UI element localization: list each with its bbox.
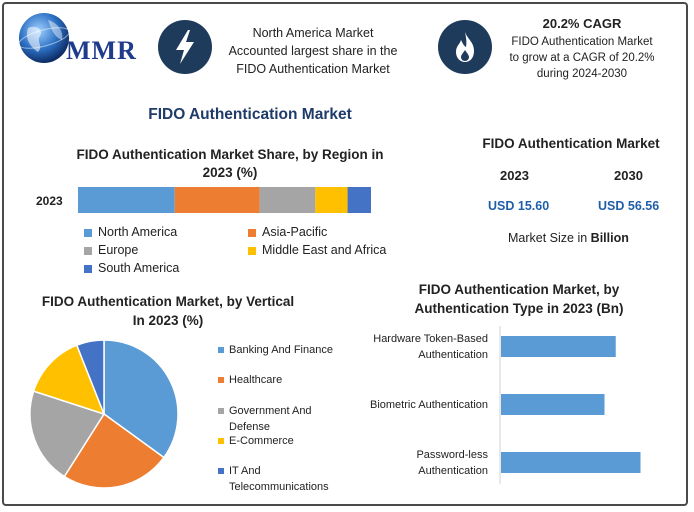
legend-swatch [248, 228, 256, 237]
vertical-chart-title: FIDO Authentication Market, by Vertical … [41, 294, 295, 328]
legend-label: North America [98, 225, 178, 239]
legend-label: South America [98, 261, 180, 275]
market-size-year-2030: 2030 [614, 168, 643, 183]
auth-bar-password-less-authentication [501, 452, 641, 473]
legend-swatch [218, 468, 224, 474]
globe-logo-icon [18, 13, 70, 63]
lightning-icon [158, 20, 212, 74]
pie-slice-healthcare [63, 412, 165, 489]
market-size-title: FIDO Authentication Market [482, 136, 660, 151]
main-title: FIDO Authentication Market [148, 106, 352, 123]
region-bar-segment-south-america [347, 187, 371, 213]
auth-bar-hardware-token-based-authentication [501, 336, 616, 357]
legend-swatch [84, 264, 92, 273]
pie-slice-banking-and-finance [103, 339, 179, 459]
region-chart-title: FIDO Authentication Market Share, by Reg… [76, 147, 384, 180]
legend-swatch [218, 347, 224, 353]
pie-slice-it-and-telecommunications [75, 339, 105, 415]
region-legend-item-middle-east-and-africa: Middle East and Africa [248, 243, 386, 257]
region-legend-item-north-america: North America [84, 225, 177, 239]
legend-label: Asia-Pacific [262, 225, 328, 239]
legend-swatch [218, 438, 224, 444]
region-legend-item-europe: Europe [84, 243, 138, 257]
cagr-title: 20.2% CAGR [542, 16, 622, 31]
cagr-text: 20.2% CAGR FIDO Authentication Market to… [494, 16, 670, 82]
market-size-note: Market Size in Billion [508, 231, 629, 245]
auth-bar-label-password-less-authentication: Password-less Authentication [416, 449, 488, 477]
auth-bar-biometric-authentication [501, 394, 605, 415]
logo-text: MMR [66, 36, 137, 65]
region-legend-item-south-america: South America [84, 261, 179, 275]
auth-bar-label-hardware-token-based-authentication: Hardware Token-Based Authentication [373, 333, 488, 361]
region-legend-item-asia-pacific: Asia-Pacific [248, 225, 327, 239]
legend-swatch [84, 246, 92, 255]
legend-swatch [84, 228, 92, 237]
region-bar-segment-north-america [78, 187, 175, 213]
vertical-legend-item-e-commerce: E-Commerce [218, 433, 348, 449]
legend-label: Banking And Finance [229, 344, 333, 356]
logo: MMR [14, 10, 144, 66]
region-bar-segment-middle-east-and-africa [315, 187, 348, 213]
region-chart-category-label: 2023 [36, 194, 63, 208]
auth-bar-label-biometric-authentication: Biometric Authentication [370, 399, 488, 411]
vertical-pie-chart [29, 339, 179, 489]
legend-label: Middle East and Africa [262, 243, 387, 257]
vertical-legend-item-healthcare: Healthcare [218, 372, 348, 388]
auth-type-bar-chart: Hardware Token-Based Authentication Biomet… [370, 326, 641, 484]
pie-slice-e-commerce [32, 344, 106, 416]
legend-label: Europe [98, 243, 139, 257]
legend-swatch [218, 408, 224, 414]
legend-label: Healthcare [229, 374, 283, 386]
vertical-legend-item-banking-and-finance: Banking And Finance [218, 342, 348, 358]
legend-label: E-Commerce [229, 435, 294, 447]
market-size-value-2023: USD 15.60 [488, 199, 550, 213]
vertical-legend-item-government-and-defense: Government And Defense [218, 403, 348, 435]
auth-type-chart-title: FIDO Authentication Market, by Authentic… [414, 282, 624, 316]
region-stacked-bar-chart [78, 187, 371, 213]
pie-slice-government-and-defense [29, 390, 106, 478]
flame-icon [438, 20, 492, 74]
legend-swatch [218, 377, 224, 383]
vertical-legend-item-it-and-telecommunications: IT And Telecommunications [218, 463, 348, 495]
legend-label: IT And Telecommunications [229, 465, 329, 493]
region-bar-segment-asia-pacific [174, 187, 260, 213]
legend-swatch [248, 246, 256, 255]
market-size-value-2030: USD 56.56 [598, 199, 660, 213]
legend-label: Government And Defense [229, 405, 312, 433]
region-highlight-text: North America Market Accounted largest s… [228, 26, 398, 76]
market-size-year-2023: 2023 [500, 168, 529, 183]
region-bar-segment-europe [259, 187, 316, 213]
